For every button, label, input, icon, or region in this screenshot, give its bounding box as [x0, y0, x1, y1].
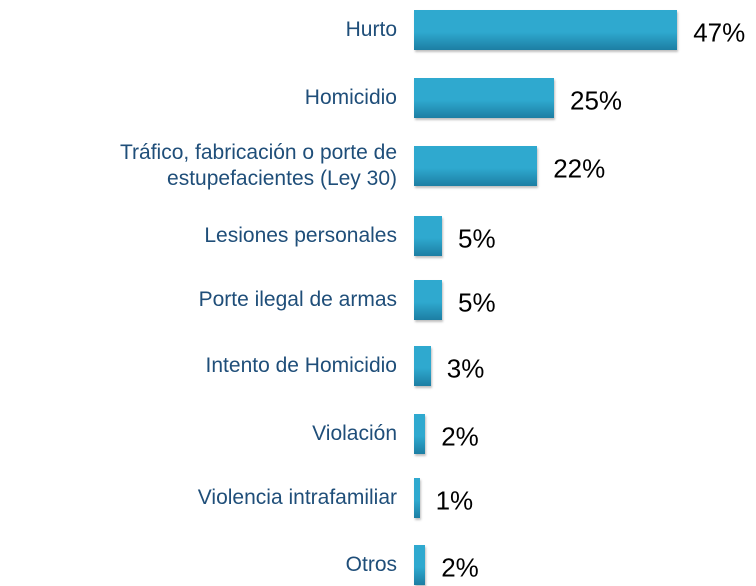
- value-label: 25%: [570, 85, 623, 116]
- category-label: Violación: [312, 422, 397, 445]
- category-label: Violencia intrafamiliar: [197, 486, 397, 509]
- bar: [414, 10, 678, 50]
- bar: [414, 216, 442, 256]
- value-label: 3%: [446, 353, 485, 384]
- value-label: 1%: [435, 485, 474, 516]
- bar: [414, 478, 420, 518]
- value-label: 22%: [553, 153, 606, 184]
- category-label: Porte ilegal de armas: [198, 288, 397, 311]
- category-label: Tráfico, fabricación o porte de estupefa…: [119, 141, 397, 190]
- bar: [414, 346, 431, 386]
- value-label: 47%: [693, 17, 746, 48]
- category-label: Otros: [345, 553, 397, 576]
- value-label: 5%: [458, 287, 496, 318]
- category-label: Homicidio: [304, 86, 397, 109]
- value-label: 2%: [441, 552, 479, 583]
- value-label: 2%: [441, 421, 479, 452]
- value-label: 5%: [458, 223, 496, 254]
- category-label: Hurto: [345, 18, 397, 41]
- bar: [414, 146, 538, 186]
- category-label: Intento de Homicidio: [205, 354, 397, 377]
- bar: [414, 280, 442, 320]
- bar: [414, 78, 554, 118]
- bar: [414, 545, 426, 585]
- category-label: Lesiones personales: [204, 224, 397, 247]
- bar: [414, 414, 426, 454]
